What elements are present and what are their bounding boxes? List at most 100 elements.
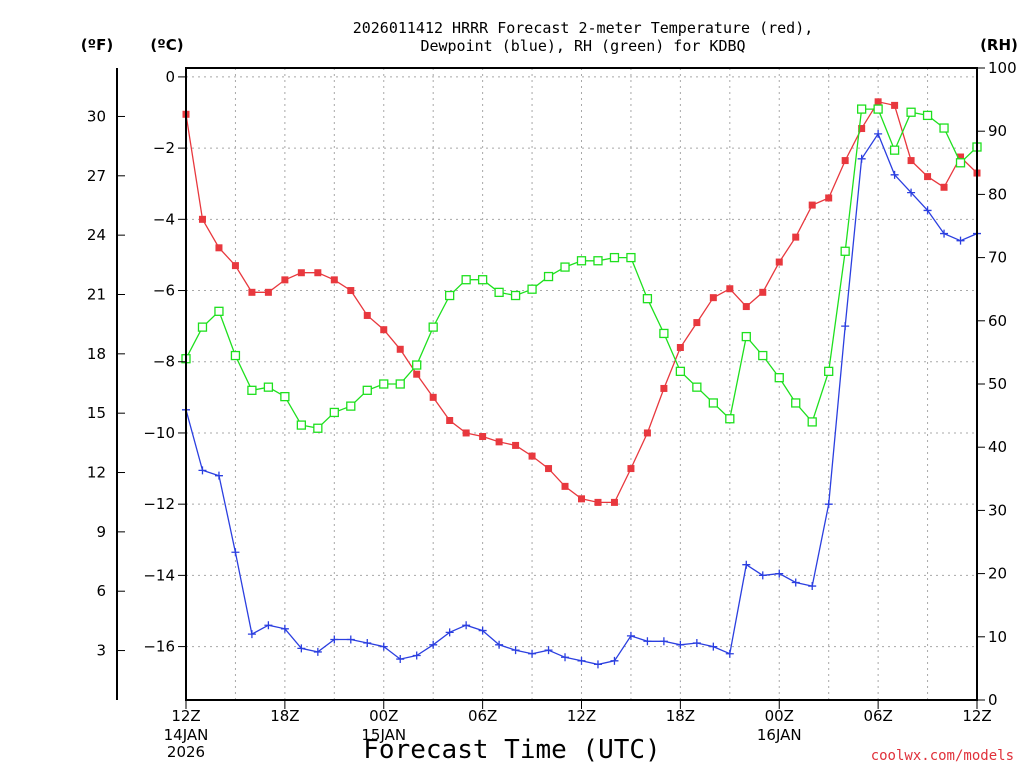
- dewpoint-point: [511, 646, 520, 655]
- dewpoint-point: [808, 582, 817, 591]
- dewpoint-point: [346, 635, 355, 644]
- rh-point: [725, 414, 735, 424]
- rh-point: [428, 322, 438, 332]
- dewpoint-series: [182, 129, 981, 669]
- rh-point: [543, 271, 554, 282]
- temperature-point: [825, 194, 833, 202]
- rh-tick-label: 0: [988, 691, 998, 709]
- dewpoint-point: [462, 621, 471, 630]
- temperature-point: [380, 326, 388, 334]
- rh-point: [955, 158, 966, 168]
- dewpoint-point: [528, 649, 537, 658]
- x-tick-label: 18Z: [270, 707, 299, 725]
- dewpoint-point: [495, 640, 504, 649]
- dewpoint-point: [907, 188, 916, 197]
- temperature-point: [248, 288, 256, 296]
- rh-point: [889, 145, 900, 155]
- temperature-point: [775, 258, 783, 266]
- celsius-tick-label: −12: [143, 495, 175, 513]
- dewpoint-point: [610, 656, 619, 665]
- temperature-point: [594, 498, 602, 506]
- rh-tick-label: 100: [988, 59, 1017, 77]
- dewpoint-point: [445, 628, 454, 637]
- fahrenheit-tick-label: 15: [87, 404, 106, 422]
- fahrenheit-tick-label: 6: [96, 582, 106, 600]
- x-tick-label: 12Z: [962, 707, 991, 725]
- celsius-tick-label: −14: [143, 566, 175, 584]
- x-tick-label: 18Z: [666, 707, 695, 725]
- chart-title-line-1: 2026011412 HRRR Forecast 2-meter Tempera…: [353, 19, 814, 37]
- dewpoint-point: [429, 640, 438, 649]
- rh-point: [461, 275, 471, 285]
- temperature-point: [446, 416, 454, 424]
- fahrenheit-tick-label: 12: [87, 464, 106, 482]
- dewpoint-point: [198, 466, 207, 475]
- dewpoint-point: [412, 651, 421, 660]
- rh-point: [395, 379, 405, 389]
- rh-point: [807, 417, 817, 427]
- rh-point: [296, 420, 307, 430]
- x-tick-label: 12Z: [171, 707, 200, 725]
- temperature-point: [709, 294, 717, 302]
- temperature-point: [495, 438, 503, 446]
- rh-tick-label: 10: [988, 628, 1007, 646]
- temperature-point: [924, 173, 932, 181]
- temperature-point: [742, 303, 750, 311]
- temperature-point: [215, 244, 223, 252]
- dewpoint-point: [593, 660, 602, 669]
- dewpoint-point: [330, 635, 339, 644]
- celsius-tick-label: 0: [165, 68, 175, 86]
- dewpoint-point: [923, 206, 932, 215]
- x-tick-label: 06Z: [863, 707, 892, 725]
- x-axis-title: Forecast Time (UTC): [363, 735, 660, 765]
- rh-point: [280, 391, 290, 402]
- temperature-point: [264, 288, 272, 296]
- rh-point: [247, 385, 257, 395]
- grid-lines: [186, 68, 977, 700]
- rh-tick-label: 80: [988, 185, 1007, 203]
- dewpoint-point: [313, 647, 322, 656]
- axis-ticks: 0−2−4−6−8−10−12−14−163027242118151296301…: [87, 59, 1017, 761]
- temperature-point: [858, 125, 866, 133]
- rh-tick-label: 90: [988, 122, 1007, 140]
- dewpoint-point: [940, 229, 949, 238]
- rh-tick-label: 30: [988, 501, 1007, 519]
- dewpoint-point: [214, 471, 223, 480]
- rh-point: [510, 290, 521, 301]
- x-tick-date-label: 16JAN: [757, 726, 802, 744]
- celsius-unit-label: (ºC): [150, 36, 183, 54]
- dewpoint-point: [857, 154, 866, 163]
- temperature-point: [429, 393, 437, 401]
- rh-point: [329, 407, 339, 418]
- rh-point: [626, 252, 636, 263]
- rh-tick-label: 20: [988, 565, 1007, 583]
- rh-tick-label: 50: [988, 375, 1007, 393]
- temperature-point: [874, 98, 882, 106]
- fahrenheit-tick-label: 18: [87, 345, 106, 363]
- temperature-point: [231, 262, 239, 270]
- rh-point: [214, 306, 224, 316]
- rh-point: [774, 373, 784, 383]
- rh-point: [873, 104, 883, 114]
- dewpoint-point: [824, 500, 833, 509]
- temperature-point: [940, 183, 948, 191]
- rh-point: [708, 398, 718, 408]
- rh-point: [939, 123, 949, 133]
- dewpoint-point: [280, 624, 289, 633]
- temperature-point: [957, 153, 965, 161]
- temperature-point: [676, 344, 684, 352]
- temperature-point: [627, 465, 635, 473]
- rh-tick-label: 60: [988, 312, 1007, 330]
- rh-unit-label: (RH): [980, 36, 1018, 54]
- temperature-point: [347, 287, 355, 295]
- x-tick-label: 00Z: [369, 707, 398, 725]
- dewpoint-point: [890, 170, 899, 179]
- rh-point: [609, 252, 620, 263]
- rh-point: [659, 328, 669, 339]
- dewpoint-point: [775, 569, 784, 578]
- rh-point: [560, 262, 570, 272]
- dewpoint-point: [363, 639, 372, 648]
- rh-point: [840, 246, 850, 256]
- dewpoint-point: [264, 621, 273, 630]
- dewpoint-point: [841, 322, 850, 331]
